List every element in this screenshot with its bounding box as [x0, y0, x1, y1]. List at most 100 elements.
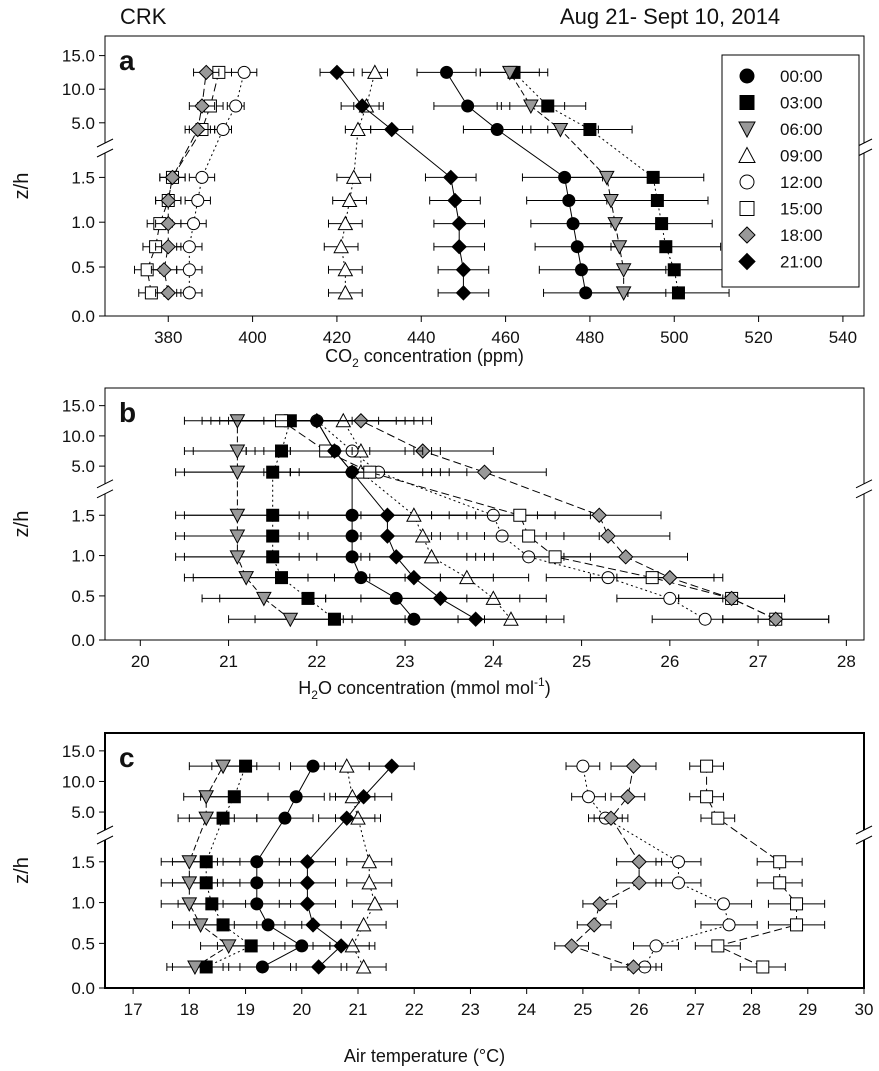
- legend-label: 21:00: [780, 253, 823, 272]
- data-point: [723, 590, 740, 607]
- data-point: [600, 528, 616, 544]
- data-point: [160, 215, 176, 232]
- y-tick-label: 1.5: [71, 506, 95, 525]
- legend-label: 12:00: [780, 173, 823, 192]
- data-point: [337, 215, 354, 231]
- y-tick-label: 1.5: [71, 853, 95, 872]
- x-tick-label: 26: [660, 652, 679, 671]
- data-point: [756, 960, 770, 974]
- legend: 00:00 03:00 06:00 09:00 12:00 15:00 18:00 21:00: [721, 54, 860, 288]
- site-label: CRK: [120, 4, 167, 29]
- x-tick-label: 420: [323, 328, 351, 347]
- x-tick-label: 22: [307, 652, 326, 671]
- series-1800: [554, 758, 663, 975]
- series-2100: [319, 64, 490, 301]
- axis-break-gap: [860, 143, 868, 153]
- data-point: [620, 789, 636, 805]
- axis-break-gap: [860, 483, 868, 494]
- data-point: [164, 169, 181, 186]
- axis-break-mark: [855, 489, 873, 499]
- data-point: [187, 217, 201, 231]
- data-point: [379, 507, 396, 523]
- data-point: [181, 855, 198, 870]
- data-point: [591, 507, 607, 523]
- y-tick-label: 1.0: [71, 547, 95, 566]
- series-line: [163, 72, 207, 293]
- data-point: [299, 896, 316, 912]
- data-point: [190, 121, 206, 138]
- y-tick-label: 15.0: [62, 742, 95, 761]
- data-point: [181, 876, 198, 891]
- legend-marker: [739, 174, 755, 190]
- data-point: [700, 790, 714, 804]
- x-tick-label: 500: [660, 328, 688, 347]
- data-point: [295, 939, 309, 953]
- data-point: [773, 876, 787, 890]
- axis-break-mark: [96, 138, 114, 148]
- axis-break-mark: [855, 835, 873, 845]
- y-axis-label: z/h: [11, 173, 33, 200]
- series-1500: [689, 759, 826, 974]
- legend-marker: [738, 252, 756, 271]
- data-point: [181, 897, 198, 912]
- data-point: [355, 916, 372, 932]
- data-point: [215, 759, 231, 775]
- data-point: [182, 240, 196, 254]
- data-point: [160, 285, 176, 301]
- series-0600: [160, 759, 258, 976]
- x-tick-label: 21: [219, 652, 238, 671]
- legend-label: 18:00: [780, 226, 823, 245]
- legend-box: [721, 54, 860, 288]
- legend-marker: [739, 201, 755, 216]
- y-tick-label: 1.0: [71, 213, 95, 232]
- data-point: [461, 99, 475, 113]
- data-point: [192, 918, 209, 933]
- legend-marker: [739, 95, 755, 110]
- data-point: [333, 238, 349, 254]
- legend-label: 06:00: [780, 120, 823, 139]
- data-point: [229, 508, 246, 524]
- panel-letter: b: [119, 397, 136, 428]
- y-tick-label: 0.0: [71, 631, 95, 650]
- x-axis-label: H2O concentration (mmol mol-1): [298, 675, 550, 702]
- axis-break-gap: [101, 830, 109, 840]
- data-point: [255, 960, 269, 974]
- data-point: [229, 529, 246, 545]
- data-point: [160, 238, 176, 255]
- data-point: [716, 897, 730, 911]
- data-point: [367, 64, 383, 79]
- data-point: [261, 918, 275, 932]
- data-point: [191, 194, 205, 207]
- data-point: [278, 811, 292, 825]
- x-tick-label: 21: [349, 1000, 368, 1019]
- panel-letter: c: [119, 742, 135, 773]
- x-tick-label: 23: [461, 1000, 480, 1019]
- data-point: [790, 897, 804, 911]
- data-point: [337, 284, 354, 300]
- series-1800: [289, 413, 830, 627]
- axis-break-mark: [96, 825, 114, 835]
- x-tick-label: 460: [491, 328, 519, 347]
- data-point: [198, 811, 215, 827]
- plot-frame: [104, 387, 865, 641]
- y-tick-label: 5.0: [71, 114, 95, 133]
- data-point: [576, 759, 590, 773]
- data-point: [341, 192, 358, 207]
- axis-break-gap: [101, 483, 109, 494]
- data-point: [592, 896, 608, 912]
- data-point: [237, 65, 251, 79]
- series-line: [340, 72, 376, 293]
- series-0900: [323, 64, 389, 300]
- series-line: [346, 766, 376, 968]
- data-point: [384, 121, 400, 138]
- x-tick-label: 28: [742, 1000, 761, 1019]
- data-point: [361, 853, 378, 869]
- series-0300: [479, 65, 730, 300]
- data-point: [773, 855, 787, 869]
- data-point: [615, 286, 632, 301]
- series-1200: [565, 759, 758, 974]
- period-label: Aug 21- Sept 10, 2014: [560, 4, 781, 29]
- y-tick-label: 10.0: [62, 80, 95, 99]
- x-tick-label: 480: [576, 328, 604, 347]
- data-point: [282, 612, 299, 628]
